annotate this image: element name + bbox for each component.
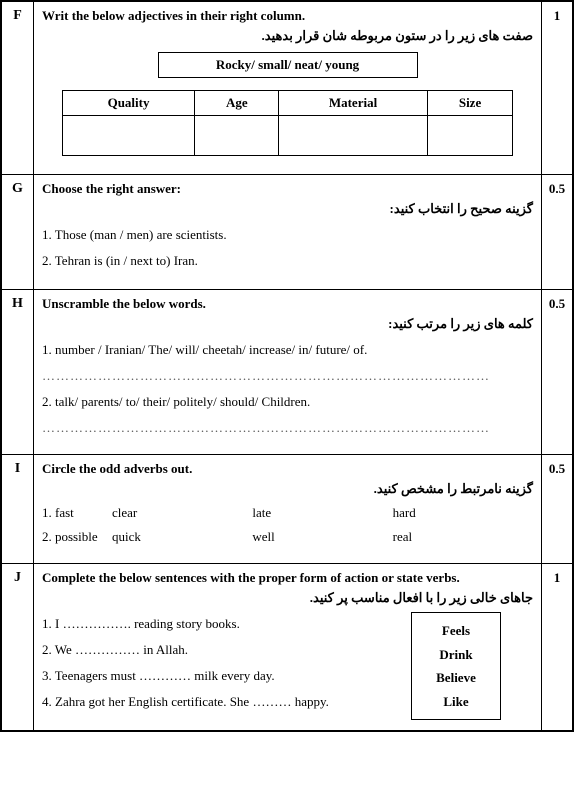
table-header: Age xyxy=(195,91,279,116)
fill-lines: 1. I ……………. reading story books. 2. We …… xyxy=(42,616,383,710)
answer-line[interactable]: …………………………………………………………………………………… xyxy=(42,420,533,436)
answer-line[interactable]: …………………………………………………………………………………… xyxy=(42,368,533,384)
adverb-option[interactable]: well xyxy=(252,529,392,545)
prompt-en: Circle the odd adverbs out. xyxy=(42,461,533,477)
prompt-fa: صفت های زیر را در ستون مربوطه شان قرار ب… xyxy=(42,28,533,44)
verb-option: Feels xyxy=(416,619,496,642)
adverb-option[interactable]: real xyxy=(393,529,533,545)
adverb-row: 1. fast clear late hard xyxy=(42,505,533,521)
adjective-table: Quality Age Material Size xyxy=(62,90,514,156)
adverb-row: 2. possible quick well real xyxy=(42,529,533,545)
table-header: Size xyxy=(427,91,513,116)
section-j: J Complete the below sentences with the … xyxy=(2,564,572,730)
prompt-en: Choose the right answer: xyxy=(42,181,533,197)
question-line: 2. talk/ parents/ to/ their/ politely/ s… xyxy=(42,394,533,410)
section-score: 0.5 xyxy=(542,290,572,454)
prompt-en: Writ the below adjectives in their right… xyxy=(42,8,533,24)
section-content: Writ the below adjectives in their right… xyxy=(34,2,542,174)
prompt-en: Unscramble the below words. xyxy=(42,296,533,312)
prompt-fa: گزینه صحیح را انتخاب کنید: xyxy=(42,201,533,217)
question-line: 3. Teenagers must ………… milk every day. xyxy=(42,668,383,684)
section-score: 0.5 xyxy=(542,175,572,289)
section-letter: G xyxy=(2,175,34,289)
table-header: Material xyxy=(279,91,427,116)
question-line: 2. Tehran is (in / next to) Iran. xyxy=(42,253,533,269)
adverb-option[interactable]: 2. possible xyxy=(42,529,112,545)
question-line: 4. Zahra got her English certificate. Sh… xyxy=(42,694,383,710)
section-score: 1 xyxy=(542,564,572,730)
verb-box: Feels Drink Believe Like xyxy=(411,612,501,720)
adverb-option[interactable]: hard xyxy=(393,505,533,521)
adverb-option[interactable]: quick xyxy=(112,529,252,545)
section-letter: H xyxy=(2,290,34,454)
prompt-fa: گزینه نامرتبط را مشخص کنید. xyxy=(42,481,533,497)
section-content: Choose the right answer: گزینه صحیح را ا… xyxy=(34,175,542,289)
adverb-option[interactable]: clear xyxy=(112,505,252,521)
adverb-option[interactable]: late xyxy=(252,505,392,521)
question-line: 1. number / Iranian/ The/ will/ cheetah/… xyxy=(42,342,533,358)
verb-option: Like xyxy=(416,690,496,713)
prompt-fa: جاهای خالی زیر را با افعال مناسب پر کنید… xyxy=(42,590,533,606)
adverb-option[interactable]: 1. fast xyxy=(42,505,112,521)
section-g: G Choose the right answer: گزینه صحیح را… xyxy=(2,175,572,290)
section-content: Unscramble the below words. کلمه های زیر… xyxy=(34,290,542,454)
table-cell[interactable] xyxy=(62,116,195,156)
exam-page: F Writ the below adjectives in their rig… xyxy=(0,0,574,732)
section-score: 1 xyxy=(542,2,572,174)
prompt-fa: کلمه های زیر را مرتب کنید: xyxy=(42,316,533,332)
table-cell[interactable] xyxy=(279,116,427,156)
section-letter: J xyxy=(2,564,34,730)
section-letter: I xyxy=(2,455,34,563)
section-content: Complete the below sentences with the pr… xyxy=(34,564,542,730)
question-line: 2. We …………… in Allah. xyxy=(42,642,383,658)
table-cell[interactable] xyxy=(195,116,279,156)
question-line: 1. Those (man / men) are scientists. xyxy=(42,227,533,243)
table-cell[interactable] xyxy=(427,116,513,156)
section-f: F Writ the below adjectives in their rig… xyxy=(2,2,572,175)
verb-option: Drink xyxy=(416,643,496,666)
section-h: H Unscramble the below words. کلمه های ز… xyxy=(2,290,572,455)
section-score: 0.5 xyxy=(542,455,572,563)
verb-option: Believe xyxy=(416,666,496,689)
table-header: Quality xyxy=(62,91,195,116)
prompt-en: Complete the below sentences with the pr… xyxy=(42,570,533,586)
question-line: 1. I ……………. reading story books. xyxy=(42,616,383,632)
word-box: Rocky/ small/ neat/ young xyxy=(158,52,418,78)
section-content: Circle the odd adverbs out. گزینه نامرتب… xyxy=(34,455,542,563)
section-letter: F xyxy=(2,2,34,174)
section-i: I Circle the odd adverbs out. گزینه نامر… xyxy=(2,455,572,564)
